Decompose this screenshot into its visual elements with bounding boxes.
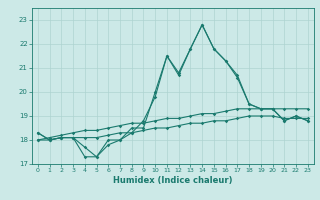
X-axis label: Humidex (Indice chaleur): Humidex (Indice chaleur) (113, 176, 233, 185)
